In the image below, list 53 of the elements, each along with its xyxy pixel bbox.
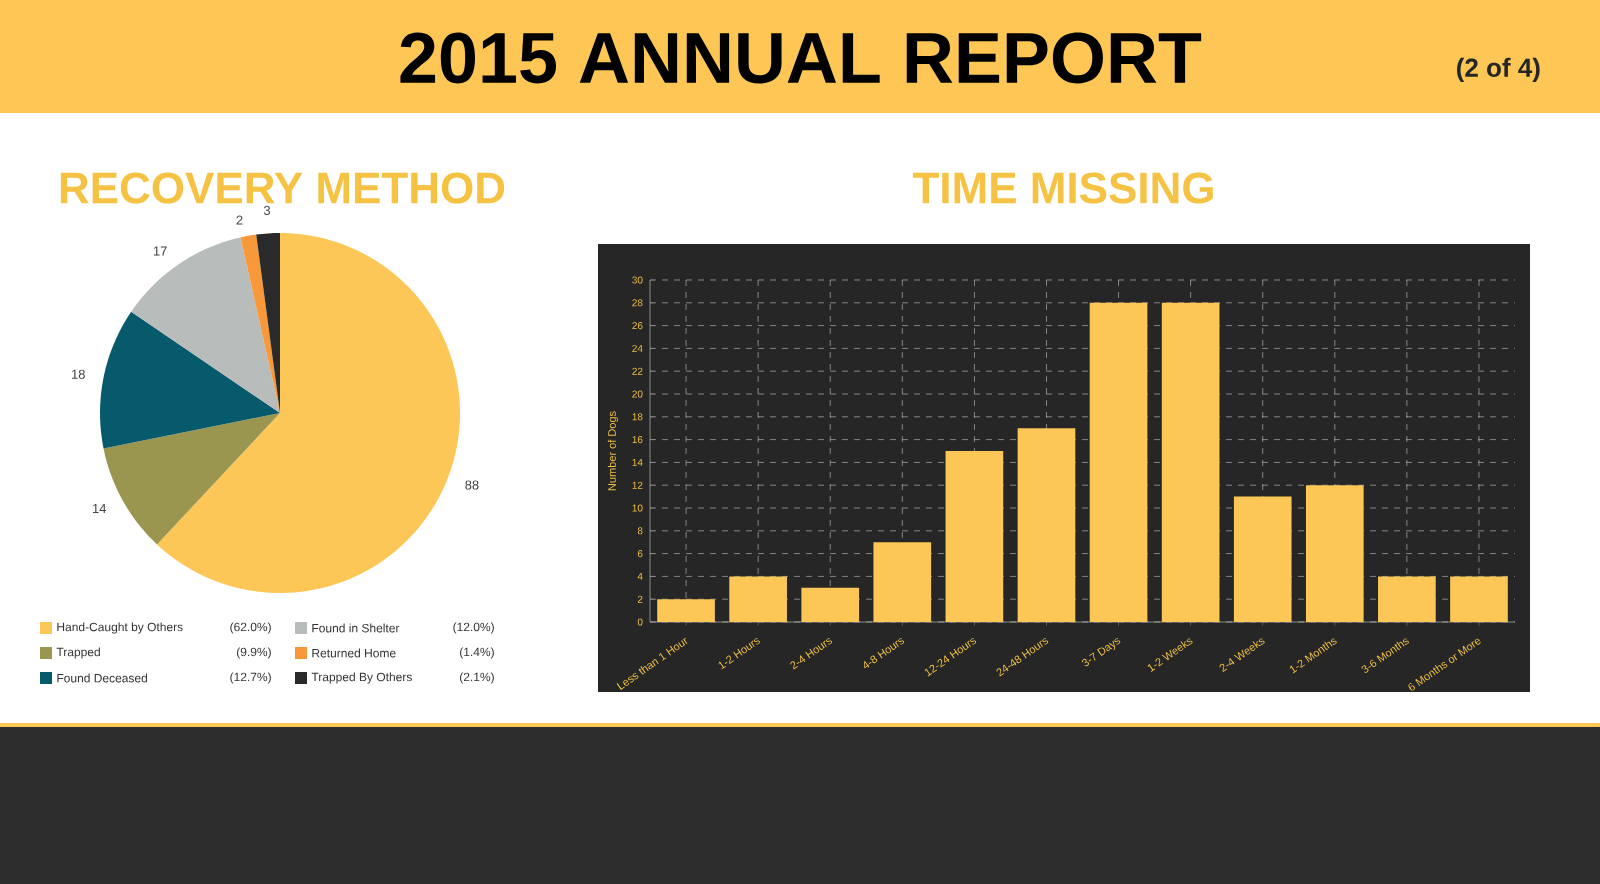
chart-title: RECOVERY METHOD bbox=[60, 172, 505, 204]
y-tick-label: 26 bbox=[632, 322, 643, 330]
legend-label: Hand-Caught by Others bbox=[57, 622, 183, 634]
y-tick-label: 10 bbox=[632, 504, 643, 512]
bar bbox=[1233, 496, 1292, 622]
text: (2.1%) bbox=[460, 672, 494, 684]
text: 2015 ANNUAL REPORT bbox=[400, 32, 1202, 84]
text: (2 of 4) bbox=[1457, 57, 1540, 83]
bar bbox=[1450, 576, 1508, 622]
legend-label: Found Deceased bbox=[57, 673, 147, 683]
y-tick-label: 16 bbox=[632, 436, 643, 444]
y-axis-title: Number of Dogs bbox=[607, 411, 619, 491]
bar bbox=[1089, 302, 1148, 622]
chart-title: TIME MISSING bbox=[912, 172, 1213, 204]
data-label: 14 bbox=[92, 504, 107, 513]
text: (12.7%) bbox=[230, 672, 271, 684]
legend-label: Returned Home bbox=[312, 648, 396, 658]
y-tick-label: 6 bbox=[637, 550, 643, 558]
y-tick-label: 22 bbox=[632, 367, 643, 375]
y-tick-label: 0 bbox=[637, 618, 643, 626]
bar bbox=[1161, 302, 1220, 622]
y-tick-label: 30 bbox=[632, 276, 643, 284]
bar bbox=[1017, 428, 1076, 622]
y-tick-label: 24 bbox=[632, 344, 643, 352]
legend-label: Trapped bbox=[56, 647, 100, 659]
data-label: 2 bbox=[236, 215, 243, 225]
text: (62.0%) bbox=[230, 622, 271, 634]
bar bbox=[657, 599, 715, 622]
y-tick-label: 8 bbox=[637, 527, 643, 535]
data-label: 3 bbox=[263, 205, 271, 216]
bar bbox=[873, 542, 932, 622]
text: (9.9%) bbox=[237, 647, 271, 659]
data-label: 17 bbox=[153, 246, 167, 256]
y-tick-label: 18 bbox=[632, 413, 643, 421]
data-label: 18 bbox=[72, 369, 85, 379]
bar bbox=[729, 576, 787, 622]
bar bbox=[945, 451, 1004, 622]
x-tick-label: Less than 1 Hour bbox=[616, 637, 688, 690]
y-tick-label: 14 bbox=[632, 458, 643, 466]
data-label: 88 bbox=[465, 480, 479, 490]
legend-label: Found in Shelter bbox=[312, 623, 400, 633]
text: (12.0%) bbox=[453, 622, 494, 634]
bar bbox=[801, 587, 860, 622]
y-tick-label: 28 bbox=[632, 299, 643, 307]
x-tick-label: 3-7 Days bbox=[1082, 638, 1121, 667]
text: (1.4%) bbox=[460, 647, 494, 659]
legend-label: Trapped By Others bbox=[311, 672, 412, 684]
y-tick-label: 2 bbox=[637, 595, 643, 603]
y-tick-label: 4 bbox=[637, 572, 643, 580]
y-tick-label: 12 bbox=[632, 481, 643, 489]
y-tick-label: 20 bbox=[632, 390, 643, 398]
bar bbox=[1305, 485, 1364, 622]
bar bbox=[1378, 576, 1436, 622]
